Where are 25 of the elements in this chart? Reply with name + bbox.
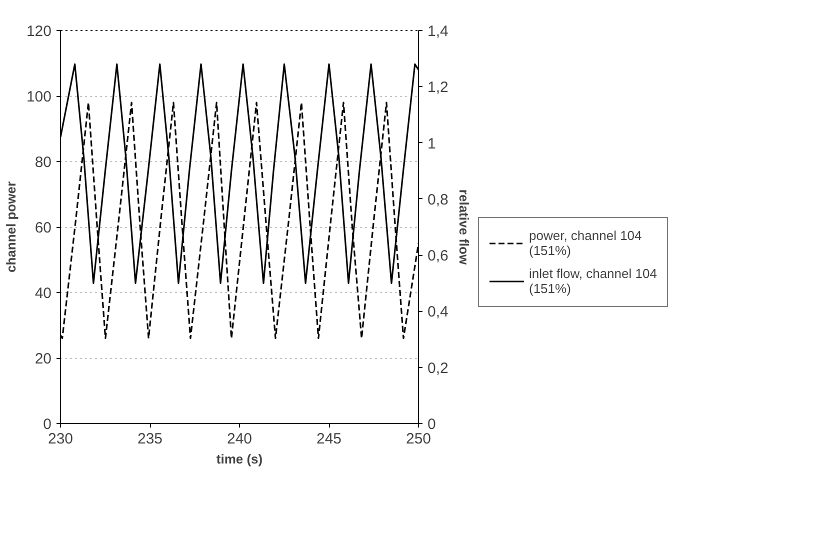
legend-label: inlet flow, channel 104 (151%): [529, 266, 657, 296]
y2-tick-label: 0,4: [428, 304, 448, 321]
y2-tick-label: 0: [428, 416, 436, 433]
x-tick-label: 240: [226, 430, 252, 448]
y2-tick-label: 0,2: [428, 360, 448, 377]
y-tick-label: 20: [34, 350, 52, 368]
x-axis-title: time (s): [216, 452, 263, 466]
y-axis-title: channel power: [3, 181, 18, 273]
y2-tick-label: 1: [428, 135, 436, 152]
y2-tick-label: 0,8: [428, 191, 448, 208]
y-tick-label: 40: [34, 285, 52, 302]
y2-tick-label: 0,6: [428, 248, 448, 265]
x-tick-label: 235: [137, 430, 163, 448]
x-tick-label: 250: [406, 430, 432, 448]
x-tick-label: 230: [48, 430, 74, 448]
y-tick-label: 0: [43, 416, 52, 433]
y2-tick-label: 1,2: [428, 79, 448, 96]
x-tick-label: 245: [316, 430, 342, 448]
y-tick-label: 120: [26, 23, 52, 40]
y-tick-label: 100: [26, 88, 52, 106]
y2-axis-title: relative flow: [456, 189, 472, 266]
y2-tick-label: 1,4: [428, 23, 448, 40]
legend-label: power, channel 104 (151%): [529, 228, 642, 258]
y-tick-label: 60: [34, 220, 52, 236]
y-tick-label: 80: [34, 154, 52, 171]
